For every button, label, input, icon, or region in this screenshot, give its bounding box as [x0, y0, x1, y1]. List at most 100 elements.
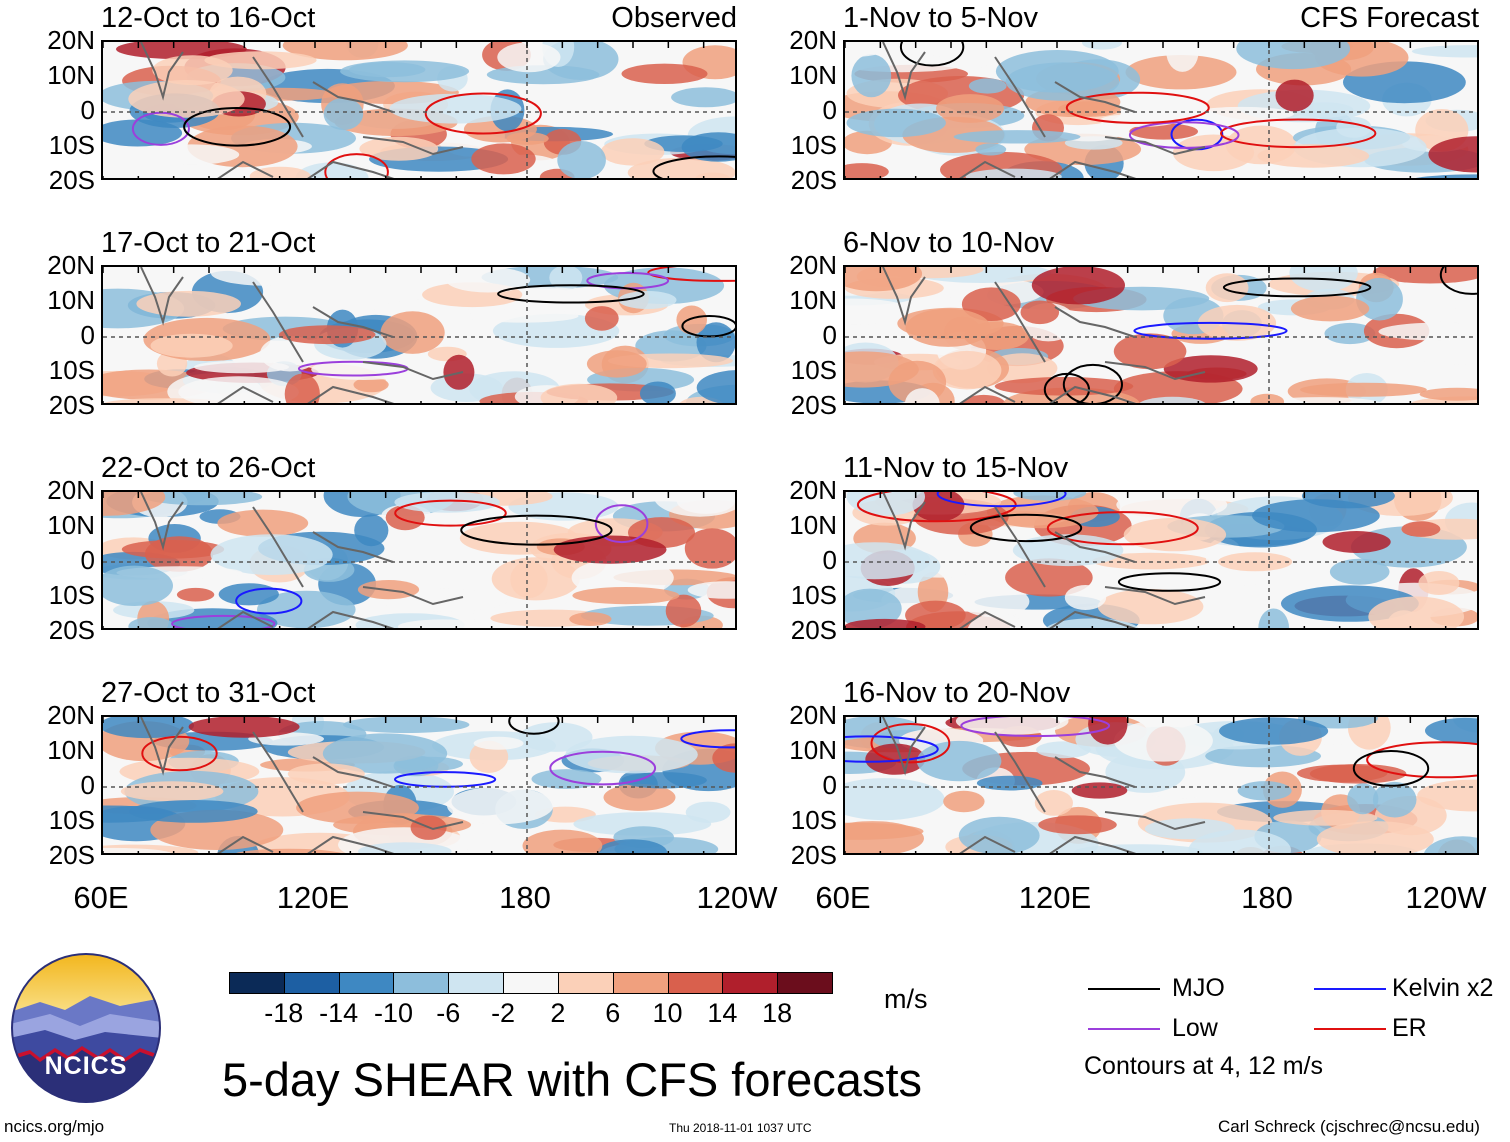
y-tick-label: 20S [48, 615, 95, 645]
shear-field-blob [103, 717, 195, 739]
panel-corner-label: Observed [611, 2, 737, 34]
coastline [140, 42, 464, 178]
colorbar-tick-label: -6 [436, 998, 461, 1028]
shear-map [103, 492, 735, 628]
legend-swatch [1314, 988, 1386, 990]
shear-field-blob [497, 42, 561, 73]
mjo-contour [681, 315, 735, 338]
shear-field-blob [696, 370, 735, 403]
legend-label: Low [1172, 1014, 1218, 1042]
y-tick-label: 10S [48, 130, 95, 160]
shear-field-blob [851, 54, 892, 98]
colorbar-swatch [612, 972, 669, 994]
shear-field-blob [128, 80, 245, 118]
map-panel [843, 40, 1479, 180]
kelvin-contour [394, 771, 497, 788]
y-tick-label: 20S [790, 615, 837, 645]
kelvin-contour [1133, 321, 1288, 340]
shear-field-blob [845, 267, 923, 292]
shear-field-blob [1113, 720, 1213, 762]
y-tick-label: 0 [822, 545, 837, 575]
shear-field-blob [136, 290, 241, 317]
shear-field-blob [845, 821, 924, 853]
logo-text: NCICS [44, 1052, 128, 1080]
shear-field-blob [1125, 55, 1237, 90]
low-contour [594, 504, 649, 544]
shear-field-blob [152, 55, 233, 86]
shear-field-blob [1097, 588, 1204, 625]
colorbar-swatch [503, 972, 559, 994]
er-contour [394, 499, 507, 527]
shear-field-blob [1378, 322, 1477, 341]
shear-field-blob [569, 612, 612, 626]
colorbar-swatch [229, 972, 285, 994]
shear-field-blob [967, 613, 1028, 628]
shear-field-blob [389, 93, 522, 124]
coastline [140, 492, 464, 628]
shear-field-blob [103, 847, 172, 853]
y-tick-label: 0 [80, 320, 95, 350]
shear-field-blob [1418, 571, 1460, 595]
shear-field-blob [188, 717, 300, 738]
shear-field-blob [958, 816, 1040, 853]
er-contour [1046, 511, 1199, 546]
colorbar-tick-label: 6 [605, 998, 621, 1028]
shear-field-blob [471, 143, 536, 175]
shear-field-blob [1250, 393, 1285, 403]
y-tick-label: 20N [47, 25, 95, 55]
shear-field-blob [1005, 558, 1093, 597]
shear-field-blob [1013, 492, 1087, 501]
y-tick-label: 10S [790, 805, 837, 835]
y-tick-label: 0 [822, 770, 837, 800]
map-panel [101, 490, 737, 630]
map-panel [843, 715, 1479, 855]
shear-field-blob [845, 778, 945, 821]
panel-title: 11-Nov to 15-Nov [843, 452, 1069, 484]
coastline [140, 717, 464, 853]
colorbar-swatch [393, 972, 450, 994]
y-tick-label: 20S [790, 840, 837, 870]
colorbar-tick-label: 2 [550, 998, 566, 1028]
shear-field-blob [572, 587, 680, 605]
shear-field-blob [1113, 333, 1187, 370]
x-tick-label: 120W [696, 880, 778, 915]
shear-field-blob [1064, 585, 1107, 610]
shear-field-blob [210, 267, 319, 286]
mjo-contour [460, 514, 613, 546]
shear-field-blob [103, 565, 173, 606]
shear-field-blob [1372, 267, 1477, 284]
map-panel [101, 715, 737, 855]
shear-field-blob [120, 781, 224, 802]
shear-field-blob [1419, 387, 1477, 401]
shear-field-blob [1316, 821, 1434, 853]
shear-field-blob [282, 42, 408, 61]
shear-field-blob [1188, 829, 1291, 853]
colorbar-units: m/s [884, 984, 928, 1014]
shear-field-blob [584, 306, 619, 331]
shear-field-blob [445, 267, 531, 293]
colorbar-swatch [283, 972, 340, 994]
shear-field-blob [936, 94, 1004, 123]
y-tick-label: 10S [48, 355, 95, 385]
colorbar-swatch [777, 972, 833, 994]
shear-field-blob [1428, 136, 1477, 173]
shear-field-blob [1073, 844, 1203, 853]
legend-swatch [1088, 988, 1160, 990]
shear-field-blob [323, 97, 364, 131]
shear-field-blob [571, 558, 674, 598]
y-tick-label: 0 [80, 545, 95, 575]
shear-field-blob [1372, 781, 1417, 818]
shear-field-blob [965, 168, 1062, 178]
y-tick-label: 10N [47, 510, 95, 540]
colorbar-swatch [722, 972, 779, 994]
legend-note: Contours at 4, 12 m/s [1084, 1052, 1324, 1080]
shear-field-blob [1088, 717, 1128, 745]
shear-field-blob [1324, 322, 1376, 345]
shear-field-blob [1099, 114, 1178, 127]
y-tick-label: 0 [822, 320, 837, 350]
shear-field-blob [1219, 717, 1329, 745]
y-tick-label: 10N [789, 60, 837, 90]
shear-field-blob [846, 108, 946, 138]
shear-field-blob [144, 144, 240, 165]
shear-field-blob [322, 733, 448, 774]
